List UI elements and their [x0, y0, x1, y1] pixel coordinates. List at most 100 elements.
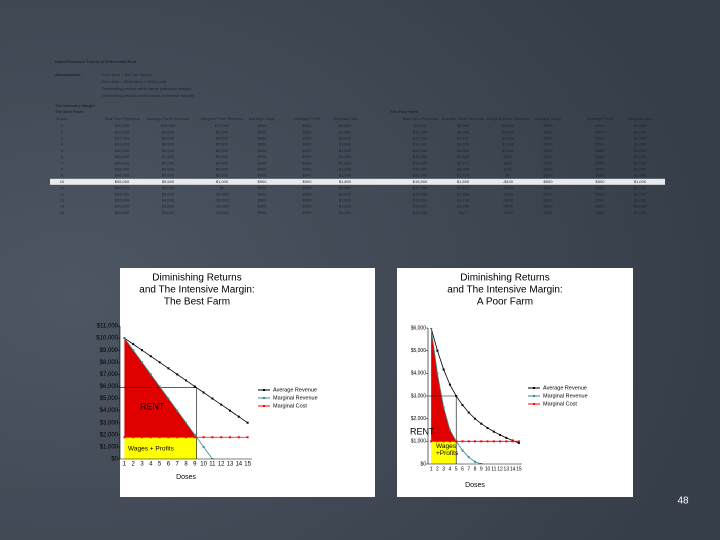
table-cell: $3,500 [162, 204, 175, 209]
table-cell: $1,000 [216, 179, 229, 184]
table-cell: $900 [303, 135, 313, 140]
legend-label: Marginal Cost [543, 401, 577, 407]
table-cell: 3 [61, 135, 64, 140]
table-cell: $1,000 [634, 135, 647, 140]
point-marker [229, 409, 231, 412]
point-marker [505, 440, 508, 443]
x-tick-label: 2 [132, 462, 136, 468]
y-tick-label: $4,000 [411, 371, 427, 377]
table-cell: $6,000 [414, 123, 427, 128]
x-tick-label: 8 [474, 466, 477, 472]
table-cell: $500 [544, 135, 554, 140]
assumptions-label: Assumptions: [55, 72, 82, 77]
point-marker [123, 337, 126, 340]
point-marker [467, 411, 470, 414]
table-header: Marginal Cost [628, 116, 654, 121]
point-marker [167, 397, 170, 400]
table-cell: $2,600 [457, 154, 470, 159]
y-tick-label: $3,000 [411, 393, 427, 399]
table-cell: $500 [596, 148, 606, 153]
x-tick-label: 13 [227, 462, 234, 468]
table-cell: $14,500 [413, 204, 428, 209]
farm-label: The Poor Farm [390, 109, 419, 114]
point-marker [517, 441, 520, 444]
chart-title: and The Intensive Margin: [139, 285, 254, 296]
table-cell: 8 [61, 166, 64, 171]
table-cell: $55,000 [115, 179, 130, 184]
table-cell: $8,500 [162, 142, 175, 147]
y-tick-label: $5,000 [411, 348, 427, 354]
wages-label: +Profits [436, 450, 459, 457]
legend-marker [533, 387, 535, 389]
table-cell: $5,000 [162, 185, 175, 190]
table-cell: $900 [303, 191, 313, 196]
y-tick-label: $6,000 [411, 325, 427, 331]
wages-label: Wages + Profits [128, 446, 175, 453]
table-cell: $500 [596, 160, 606, 165]
y-tick-label: $10,000 [96, 336, 118, 342]
table-cell: $15,700 [413, 185, 428, 190]
table-cell: $1,000 [634, 154, 647, 159]
chart-title: The Best Farm [164, 297, 230, 308]
point-marker [492, 440, 495, 443]
table-cell: $900 [303, 123, 313, 128]
table-header: Average Wage [249, 116, 276, 121]
wages-label: Wages [436, 443, 457, 450]
table-cell: $14,000 [413, 142, 428, 147]
table-cell: $1,000 [634, 191, 647, 196]
point-marker [220, 403, 223, 406]
table-cell: $1,000 [634, 166, 647, 171]
x-axis-label: Doses [176, 474, 196, 481]
slide-title: David Ricardo's Theory of Differential R… [55, 59, 137, 64]
table-cell: $7,500 [162, 154, 175, 159]
table-cell: 10 [60, 179, 65, 184]
point-marker [480, 422, 483, 425]
table-cell: $900 [258, 179, 268, 184]
table-cell: $5,000 [216, 154, 229, 159]
table-cell: $16,000 [413, 166, 428, 171]
table-header: Average Farm Revenue [147, 116, 190, 121]
table-cell: $3,500 [457, 142, 470, 147]
table-cell: $15,000 [413, 148, 428, 153]
table-cell: $900 [258, 154, 268, 159]
table-cell: $27,000 [115, 135, 130, 140]
y-tick-label: $9,000 [100, 348, 119, 354]
point-marker [511, 440, 514, 443]
table-cell: $54,000 [115, 173, 130, 178]
table-cell: $15,600 [413, 154, 428, 159]
table-header: Marginal Farm Revenue [201, 116, 245, 121]
point-marker [474, 417, 476, 420]
table-cell: $500 [544, 166, 554, 171]
point-marker [474, 460, 476, 463]
table-cell: $15,900 [413, 160, 428, 165]
table-cell: -$100 [503, 179, 514, 184]
point-marker [480, 440, 483, 443]
table-cell: $4,000 [216, 160, 229, 165]
table-cell: $6,000 [502, 123, 515, 128]
point-marker [141, 436, 143, 439]
section-label: The Intensive Margin [55, 103, 95, 108]
point-marker [220, 436, 223, 439]
table-cell: -$3,000 [215, 204, 229, 209]
y-tick-label: $2,000 [100, 432, 119, 438]
point-marker [132, 343, 135, 346]
table-cell: $900 [258, 160, 268, 165]
table-cell: $1,000 [634, 204, 647, 209]
y-tick-label: $1,000 [411, 439, 427, 445]
table-cell: $500 [544, 123, 554, 128]
point-marker [158, 385, 161, 388]
table-cell: $2,271 [457, 160, 470, 165]
table-cell: $1,500 [502, 142, 515, 147]
rent-area [431, 328, 457, 442]
table-cell: $500 [544, 210, 554, 215]
point-marker [442, 440, 445, 443]
table-cell: $15,400 [413, 191, 428, 196]
point-marker [185, 421, 187, 424]
point-marker [211, 397, 214, 400]
table-cell: $600 [504, 154, 514, 159]
point-marker [211, 436, 214, 439]
point-marker [455, 440, 458, 443]
point-marker [455, 395, 458, 397]
point-marker [123, 436, 126, 439]
